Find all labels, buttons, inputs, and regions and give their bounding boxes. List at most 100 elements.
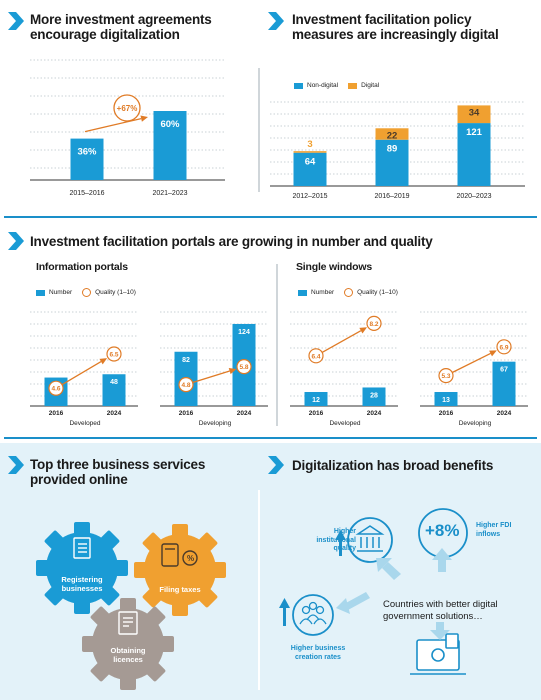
window-chart-developing: 13 2016 67 2024 5.3 6.9 Developing <box>420 311 528 427</box>
benefits-center-text: Countries with better digital government… <box>383 599 498 622</box>
quality-value-label: 6.5 <box>109 352 118 359</box>
bar-value-label: 13 <box>442 397 450 404</box>
non-digital-swatch <box>294 82 303 89</box>
x-tick-label: 2021–2023 <box>152 190 187 197</box>
bar-digital <box>457 105 491 124</box>
quality-marker <box>178 376 194 393</box>
section-title-services: Top three business services provided onl… <box>30 457 206 487</box>
quality-marker <box>308 348 324 364</box>
svg-text:%: % <box>187 554 194 563</box>
section-separator <box>4 216 537 218</box>
legend-quality: Quality (1–10) <box>357 289 398 296</box>
section-title-policy-measures: Investment facilitation policy measures … <box>292 12 499 42</box>
bar-non-digital <box>293 152 327 186</box>
subtitle-single-windows: Single windows <box>296 261 372 273</box>
x-tick-label: 2024 <box>367 410 382 417</box>
chevron-right-icon <box>8 12 24 30</box>
bar-number <box>492 361 516 406</box>
legend-number: Number <box>49 289 73 296</box>
arrow-head <box>140 115 148 122</box>
quality-marker <box>438 367 454 384</box>
service-licences: Obtaining licences <box>110 646 146 664</box>
number-swatch <box>298 289 307 296</box>
quality-value-label: 4.8 <box>181 382 190 389</box>
x-tick-label: 2016–2019 <box>374 193 409 200</box>
bar-value-label: 48 <box>110 379 118 386</box>
chevron-right-icon <box>268 456 284 474</box>
x-tick-label: 2024 <box>107 410 122 417</box>
subtitle-info-portals: Information portals <box>36 261 128 273</box>
policy-measures-chart: 64 3 2012–2015 89 22 2016–2019 121 34 2020–2023 <box>270 101 525 200</box>
x-tick-label: 2016 <box>439 410 454 417</box>
legend-non-digital: Non-digital <box>307 82 339 89</box>
bar-value-label: 89 <box>387 144 398 155</box>
bar-value-label: 82 <box>182 357 190 364</box>
section-separator <box>4 437 537 439</box>
benefit-business: Higher business creation rates <box>290 645 346 661</box>
policy-legend: Non-digital Digital <box>294 82 379 89</box>
arrow-head <box>228 367 237 375</box>
bar <box>70 138 104 180</box>
quality-value-label: 5.3 <box>441 373 450 380</box>
trend-arrow <box>192 370 230 384</box>
up-arrow-icon <box>335 530 346 556</box>
diagram-arrows <box>336 548 452 640</box>
bar-value-label: 3 <box>307 139 312 150</box>
quality-value-label: 8.2 <box>369 321 378 328</box>
quality-marker-icon <box>344 288 354 297</box>
benefit-fdi: Higher FDI inflows <box>476 522 512 538</box>
bar-digital <box>375 128 409 140</box>
arrow-head <box>489 350 497 357</box>
benefits-diagram <box>279 508 468 675</box>
portal-legend: Number Quality (1–10) <box>36 288 136 297</box>
bar-number <box>434 392 458 406</box>
group-label: Developed <box>69 420 100 427</box>
section-title-agreements: More investment agreements encourage dig… <box>30 12 212 42</box>
section-title-benefits: Digitalization has broad benefits <box>292 458 494 473</box>
trend-arrow <box>61 361 102 386</box>
group-label: Developed <box>329 420 360 427</box>
divider <box>276 264 278 426</box>
digital-swatch <box>348 82 358 89</box>
bar-digital <box>293 151 327 153</box>
quality-marker-icon <box>82 288 92 297</box>
bar-value-label: 34 <box>469 107 480 118</box>
service-registering: Registering businesses <box>61 575 103 593</box>
service-filing-taxes: Filing taxes <box>159 585 201 594</box>
group-label: Developing <box>459 420 492 427</box>
x-tick-label: 2012–2015 <box>292 193 327 200</box>
x-tick-label: 2024 <box>497 410 512 417</box>
bar-value-label: 36% <box>77 147 97 158</box>
gear-registering <box>36 522 128 614</box>
trend-arrow <box>451 352 491 374</box>
fdi-value: +8% <box>425 521 460 540</box>
quality-marker <box>366 315 382 331</box>
portal-chart-developing: 82 2016 124 2024 4.8 5.8 Developing <box>160 311 268 427</box>
bar-value-label: 22 <box>387 130 398 141</box>
bar-number <box>362 387 386 406</box>
section-title-portals: Investment facilitation portals are grow… <box>30 234 433 249</box>
x-tick-label: 2024 <box>237 410 252 417</box>
window-legend: Number Quality (1–10) <box>298 288 398 297</box>
x-tick-label: 2015–2016 <box>69 190 104 197</box>
change-circle <box>113 94 141 122</box>
gear-filing-taxes: % <box>134 524 226 616</box>
x-tick-label: 2016 <box>179 410 194 417</box>
group-label: Developing <box>199 420 232 427</box>
legend-quality: Quality (1–10) <box>95 289 136 296</box>
chevron-right-icon <box>8 232 24 250</box>
divider <box>258 490 260 690</box>
bar-number <box>304 392 328 406</box>
bar-non-digital <box>375 139 409 186</box>
bar-value-label: 28 <box>370 392 378 399</box>
x-tick-label: 2016 <box>49 410 64 417</box>
bar-value-label: 121 <box>466 127 483 138</box>
divider <box>258 68 260 192</box>
quality-marker <box>236 358 252 375</box>
trend-arrow <box>84 117 142 133</box>
legend-number: Number <box>311 289 335 296</box>
bar <box>153 111 187 180</box>
quality-marker <box>496 339 512 355</box>
bar-value-label: 124 <box>238 329 250 336</box>
